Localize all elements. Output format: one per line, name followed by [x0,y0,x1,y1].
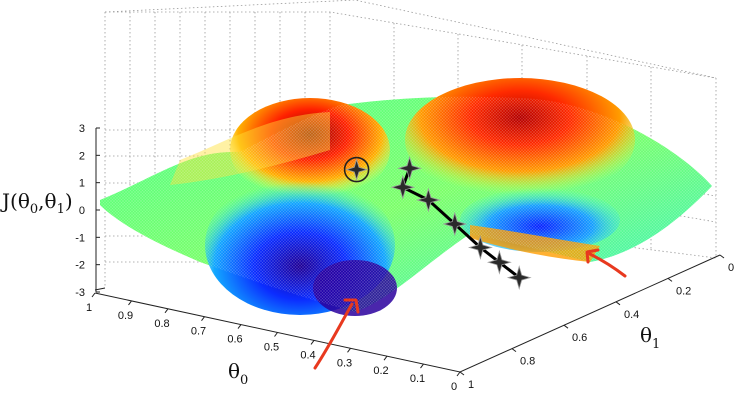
theta1-tick-mark [615,301,621,306]
descent-step-marker [486,249,512,275]
theta0-axis-ticks: 1 0.9 0.8 0.7 0.6 0.5 0.4 0.3 0.2 0.1 0 [86,292,461,393]
theta1-tick-label: 1 [468,379,474,391]
theta0-tick-label: 1 [86,302,92,314]
start-point-marker [345,158,368,181]
start-point-circle [343,156,370,183]
arrow-minimum-left [313,298,360,370]
descent-step-marker [506,265,532,291]
z-tick-label: 2 [79,150,85,162]
theta0-tick-mark [237,324,242,329]
theta0-tick-label: 0.8 [154,318,169,330]
theta0-tick-mark [164,308,169,314]
theta0-tick-mark [310,340,315,345]
theta0-tick-mark [91,292,96,298]
gradient-descent-path [343,155,532,291]
z-tick-label: -1 [75,232,85,244]
theta0-tick-label: 0.7 [191,326,206,338]
theta1-tick-mark [459,371,465,376]
theta1-tick-mark [511,348,517,353]
theta0-tick-mark [201,316,205,322]
descent-step-marker [397,155,423,181]
z-tick-label: 3 [79,123,85,135]
theta1-tick-mark [667,277,673,282]
theta1-axis-ticks: 0 0.2 0.4 0.6 0.8 1 [459,254,734,391]
theta0-tick-label: 0.3 [337,357,352,369]
theta0-tick-label: 0 [451,381,457,393]
theta1-tick-label: 0.6 [572,332,587,344]
descent-step-marker [390,174,416,200]
theta0-tick-label: 0.5 [264,342,279,354]
theta1-tick-mark [563,324,569,329]
theta0-tick-mark [456,371,461,377]
arrow-minimum-right [585,248,627,278]
theta0-tick-mark [383,355,388,361]
z-axis-ticks: 3 2 1 0 -1 -2 -3 [75,123,100,299]
theta1-tick-mark [719,254,725,259]
theta0-tick-label: 0.4 [300,349,315,361]
theta0-tick-label: 0.6 [227,334,242,346]
z-axis-label: J(θ0,θ1) [0,189,73,217]
theta1-tick-label: 0 [728,262,734,274]
theta0-tick-label: 0.2 [373,365,388,377]
annotation-arrows [313,248,627,370]
theta0-tick-label: 0.1 [410,373,425,385]
z-tick-label: -2 [75,260,85,272]
descent-step-marker [442,211,468,237]
theta0-tick-mark [274,332,278,337]
theta1-tick-label: 0.4 [624,309,639,321]
y-axis-label: θ1 [640,323,660,352]
descent-step-marker [467,235,493,260]
x-axis-label: θ0 [228,359,248,388]
theta0-tick-label: 0.9 [118,310,133,322]
z-tick-label: -3 [75,287,85,299]
z-tick-label: 1 [79,178,85,190]
theta0-tick-mark [347,347,351,353]
descent-step-marker [415,187,441,213]
z-tick-label: 0 [79,205,85,217]
theta1-tick-label: 0.8 [520,356,535,368]
cost-surface [100,78,712,316]
theta0-tick-mark [420,363,424,369]
theta1-tick-label: 0.2 [676,285,691,297]
theta0-tick-mark [128,300,132,306]
